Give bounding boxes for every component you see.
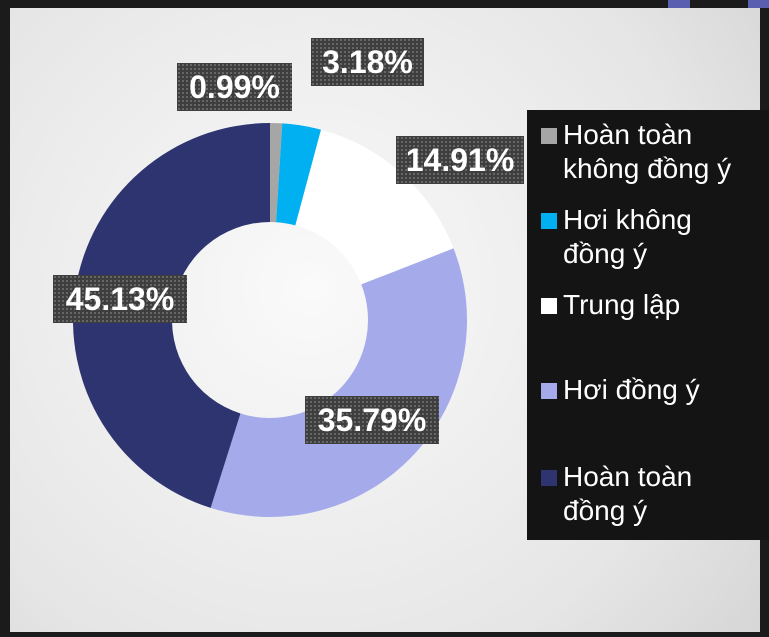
data-label: 14.91% <box>396 136 524 184</box>
legend-item: Hơi không đồng ý <box>541 203 761 271</box>
legend-item: Hoàn toàn đồng ý <box>541 460 761 528</box>
corner-mark <box>668 0 690 8</box>
legend-swatch <box>541 128 557 144</box>
donut-slice <box>276 123 322 226</box>
legend: Hoàn toàn không đồng ý Hơi không đồng ý Tr… <box>527 110 769 540</box>
legend-item: Trung lập <box>541 288 761 322</box>
legend-label: Hơi không đồng ý <box>563 204 692 269</box>
legend-label: Hoàn toàn không đồng ý <box>563 119 732 184</box>
legend-swatch <box>541 383 557 399</box>
donut-slice <box>210 248 467 517</box>
legend-swatch <box>541 470 557 486</box>
data-label: 35.79% <box>305 396 439 444</box>
legend-item: Hoàn toàn không đồng ý <box>541 118 761 186</box>
legend-swatch <box>541 213 557 229</box>
data-label: 45.13% <box>53 275 187 323</box>
donut-slice <box>270 123 283 223</box>
legend-label: Hơi đồng ý <box>563 374 700 405</box>
legend-item: Hơi đồng ý <box>541 373 761 407</box>
legend-swatch <box>541 298 557 314</box>
corner-mark <box>748 0 769 8</box>
legend-label: Hoàn toàn đồng ý <box>563 461 693 526</box>
data-label: 3.18% <box>311 38 424 86</box>
data-label: 0.99% <box>177 63 292 111</box>
legend-label: Trung lập <box>563 289 681 320</box>
donut-slice <box>295 129 454 285</box>
